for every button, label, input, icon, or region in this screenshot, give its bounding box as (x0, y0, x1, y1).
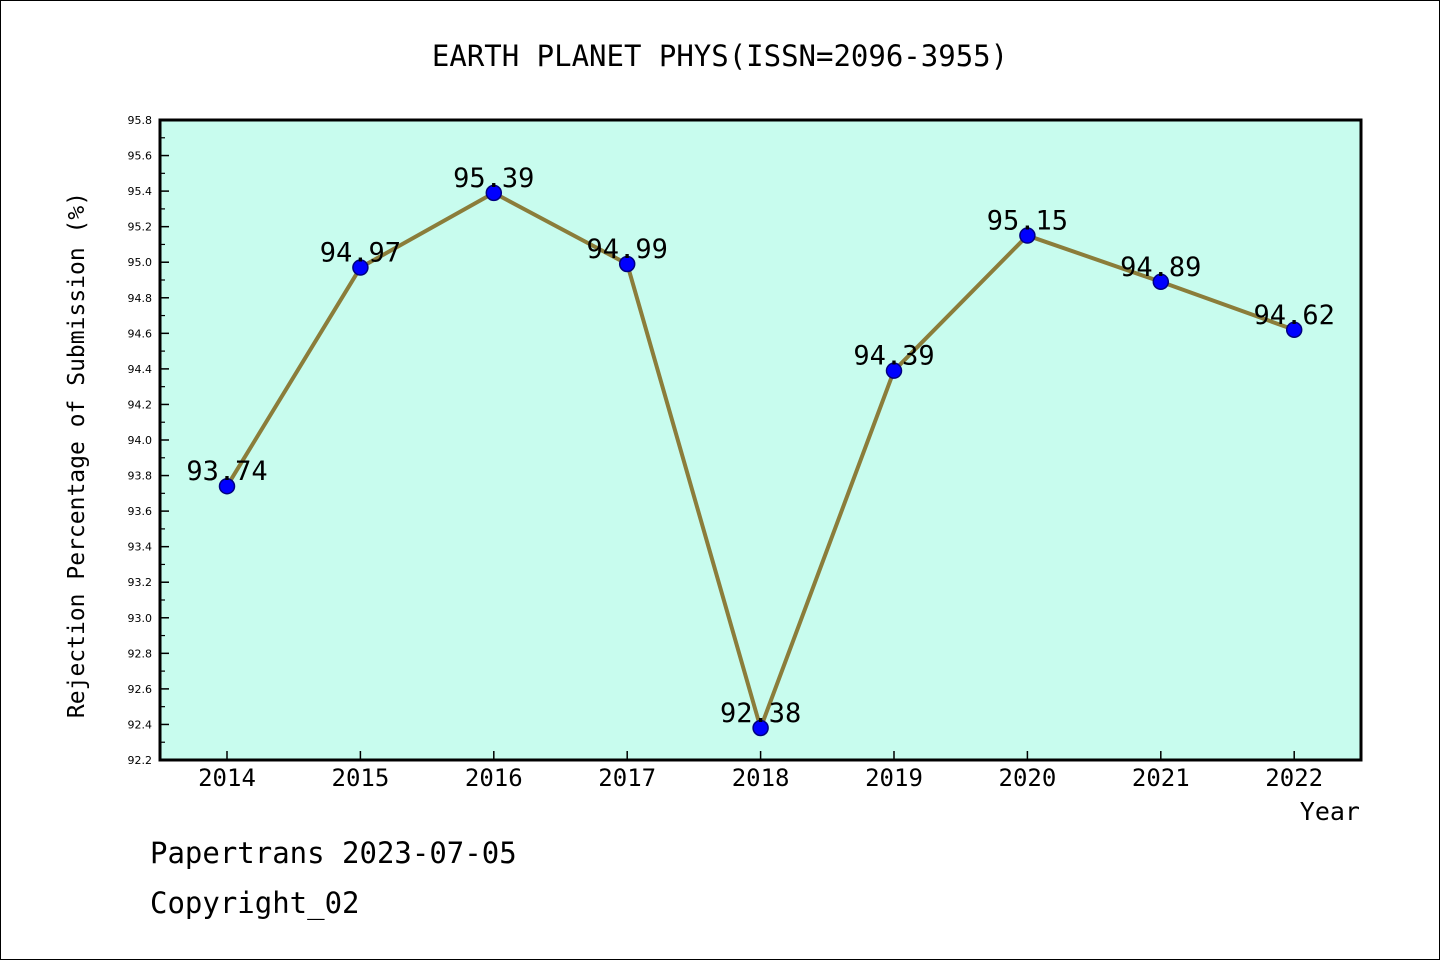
data-label: 94.62 (1254, 300, 1335, 331)
data-label: 92.38 (720, 698, 801, 729)
x-tick-label: 2015 (332, 764, 390, 792)
footer-source: Papertrans 2023-07-05 (150, 836, 517, 870)
y-tick-label: 94.0 (128, 434, 153, 447)
x-tick-label: 2014 (198, 764, 256, 792)
x-axis-label: Year (1300, 797, 1360, 826)
data-point-marker (352, 259, 369, 276)
data-label: 95.39 (453, 163, 534, 194)
data-label: 94.97 (320, 238, 401, 269)
y-tick-label: 93.2 (128, 576, 153, 589)
data-point-marker (485, 184, 503, 202)
x-tick-label: 2017 (598, 764, 656, 792)
data-label: 93.74 (186, 456, 267, 487)
y-tick-label: 92.8 (128, 647, 153, 660)
data-point-marker (218, 477, 236, 495)
plot-border (158, 118, 1363, 762)
data-point-marker (752, 719, 769, 737)
x-tick-label: 2018 (732, 764, 790, 792)
y-tick-label: 95.0 (128, 256, 153, 269)
y-tick-label: 95.8 (128, 114, 153, 127)
y-tick-label: 92.2 (128, 754, 153, 767)
y-tick-label: 93.4 (128, 541, 153, 554)
x-tick-label: 2022 (1265, 764, 1323, 792)
y-axis-label: Rejection Percentage of Submission (%) (64, 192, 90, 718)
data-point-marker (1285, 321, 1303, 339)
y-tick-label: 93.0 (128, 612, 153, 625)
x-tick-label: 2021 (1132, 764, 1190, 792)
data-label: 94.89 (1120, 252, 1201, 283)
data-markers (218, 184, 1303, 737)
data-labels: 93.74 94.97 95.39 94.99 92.38 94.39 95.15 94.89… (186, 163, 1334, 729)
y-tick-label: 94.8 (128, 292, 153, 305)
x-axis: 2014 2015 2016 2017 2018 2019 2020 2021 2022 (198, 751, 1323, 792)
x-tick-label: 2019 (865, 764, 923, 792)
y-tick-label: 92.4 (128, 718, 153, 731)
data-label: 94.39 (853, 341, 934, 372)
y-tick-label: 94.4 (128, 363, 153, 376)
x-tick-label: 2016 (465, 764, 523, 792)
plot-area (160, 120, 1361, 760)
y-tick-label: 93.8 (128, 470, 153, 483)
data-label: 95.15 (987, 206, 1068, 237)
y-tick-label: 94.6 (128, 327, 153, 340)
y-tick-label: 92.6 (128, 683, 153, 696)
data-label: 94.99 (587, 234, 668, 265)
footer-copyright: Copyright_02 (150, 886, 360, 920)
y-tick-label: 94.2 (128, 398, 153, 411)
y-tick-label: 93.6 (128, 505, 153, 518)
data-point-marker (1019, 227, 1036, 244)
chart-title: EARTH PLANET PHYS(ISSN=2096-3955) (432, 39, 1008, 73)
x-tick-label: 2020 (999, 764, 1057, 792)
y-tick-label: 95.4 (128, 185, 153, 198)
data-point-marker (1152, 273, 1170, 291)
data-point-marker (885, 362, 903, 379)
y-tick-label: 95.6 (128, 150, 153, 163)
data-point-marker (618, 255, 636, 273)
y-tick-label: 95.2 (128, 221, 153, 234)
